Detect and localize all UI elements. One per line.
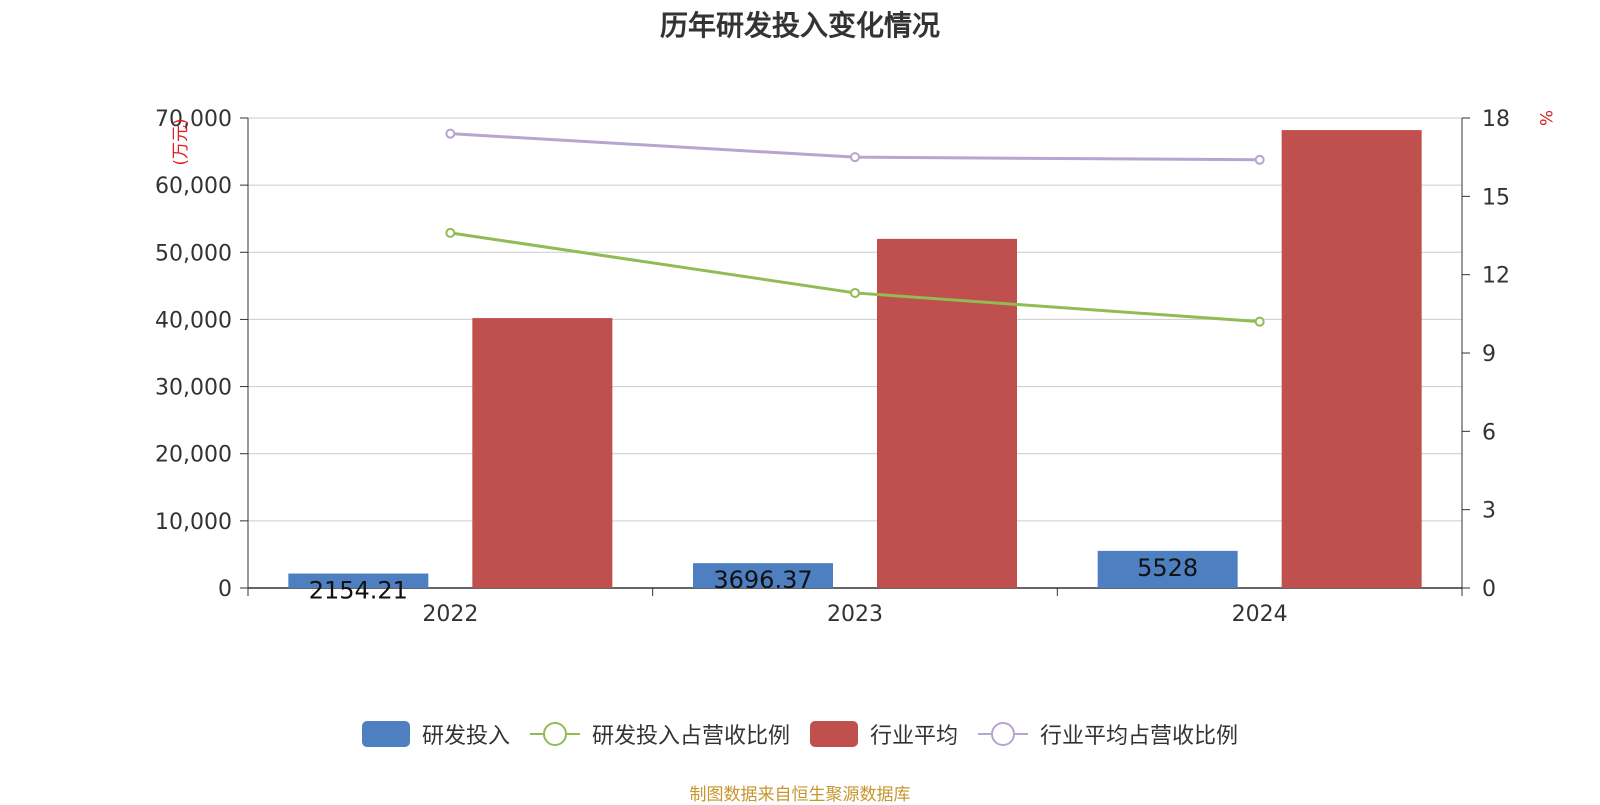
y-left-tick-label: 30,000 [155, 376, 232, 401]
legend-label-rd-ratio: 研发投入占营收比例 [591, 724, 790, 749]
series-point [1254, 154, 1265, 165]
bar-industry-average [1281, 130, 1422, 589]
x-tick-label: 2022 [422, 602, 478, 627]
series-line [450, 231, 1260, 324]
bar-rd-investment [1097, 550, 1238, 588]
chart-title: 历年研发投入变化情况 [659, 9, 940, 42]
legend-item-rd-investment[interactable]: 研发投入 [361, 718, 510, 750]
legend-swatch-rd-ratio [529, 721, 580, 747]
x-tick-label: 2023 [827, 602, 883, 627]
y-right-unit: % [1535, 110, 1555, 126]
y-right-tick-label: 18 [1482, 107, 1510, 132]
series-point [850, 152, 860, 163]
y-right-tick-label: 3 [1482, 499, 1496, 524]
y-right-tick-label: 12 [1482, 264, 1510, 289]
y-left-tick-label: 20,000 [155, 443, 232, 468]
y-left-tick-label: 50,000 [155, 241, 232, 266]
data-source-note: 制图数据来自恒生聚源数据库 [689, 785, 911, 805]
bar-rd-investment [693, 563, 833, 588]
legend-swatch-industry-average [810, 721, 858, 747]
data-label-rd-investment: 3696.37 [713, 566, 812, 594]
bar-industry-average [877, 238, 1017, 588]
series-point [850, 287, 860, 298]
bar-industry-average [472, 318, 613, 588]
legend-label-industry-average: 行业平均 [870, 724, 959, 749]
legend-label-industry-ratio: 行业平均占营收比例 [1040, 724, 1239, 749]
y-left-tick-label: 40,000 [155, 308, 232, 333]
y-left-tick-label: 10,000 [155, 510, 232, 535]
legend-swatch-industry-ratio [978, 721, 1029, 747]
y-left-tick-label: 70,000 [155, 107, 232, 132]
y-right-tick-label: 0 [1482, 577, 1496, 602]
legend-label-rd-investment: 研发投入 [421, 724, 510, 749]
series-point [445, 128, 456, 139]
data-label-rd-investment: 2154.21 [309, 577, 408, 605]
legend-item-industry-ratio[interactable]: 行业平均占营收比例 [978, 718, 1238, 750]
data-label-rd-investment: 5528 [1137, 554, 1198, 582]
x-tick-label: 2024 [1232, 602, 1288, 627]
legend: 研发投入 研发投入占营收比例 行业平均 行业平均占营收比例 [0, 718, 1600, 750]
series-point [445, 227, 456, 238]
y-right-tick-label: 15 [1482, 185, 1510, 210]
y-right-tick-label: 9 [1482, 342, 1496, 367]
bar-rd-investment [288, 573, 429, 588]
y-left-unit: (万元) [171, 118, 191, 165]
legend-swatch-rd-investment [361, 721, 410, 747]
y-left-tick-label: 0 [218, 577, 232, 602]
legend-item-rd-ratio[interactable]: 研发投入占营收比例 [529, 718, 790, 750]
y-right-tick-label: 6 [1482, 420, 1496, 445]
legend-item-industry-average[interactable]: 行业平均 [810, 718, 958, 750]
y-left-tick-label: 60,000 [155, 174, 232, 199]
series-point [1254, 316, 1265, 327]
